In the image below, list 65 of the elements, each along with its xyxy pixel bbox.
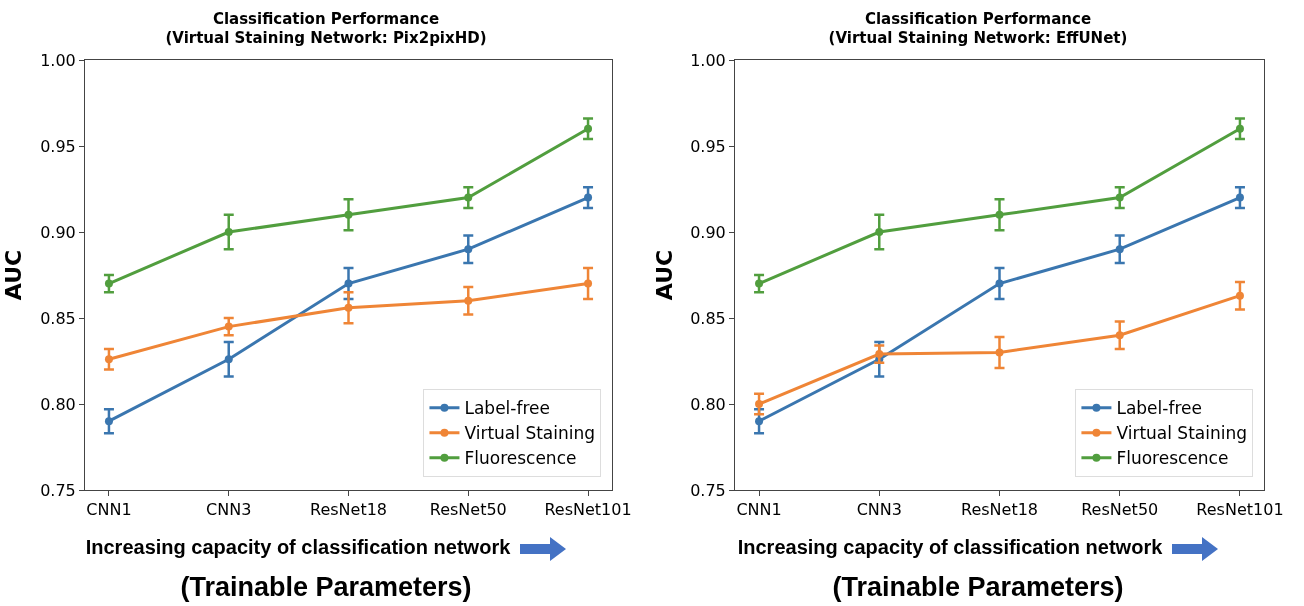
x-tick-label: ResNet50 bbox=[429, 500, 507, 520]
y-tick-label: 1.00 bbox=[690, 50, 726, 70]
y-tick-label: 0.75 bbox=[690, 480, 726, 500]
point bbox=[875, 350, 884, 359]
y-tick-label: 1.00 bbox=[40, 50, 76, 70]
point bbox=[464, 193, 473, 202]
point bbox=[1115, 193, 1124, 202]
y-tick-label: 0.75 bbox=[40, 480, 76, 500]
y-tick-label: 0.80 bbox=[690, 394, 726, 414]
point bbox=[224, 322, 233, 331]
point bbox=[995, 348, 1004, 357]
point bbox=[464, 245, 473, 254]
y-tick-label: 0.95 bbox=[690, 136, 726, 156]
point bbox=[755, 279, 764, 288]
point bbox=[584, 124, 593, 133]
point bbox=[224, 228, 233, 236]
point bbox=[755, 417, 764, 426]
chart-title: Classification Performance (Virtual Staining Network: Pix2pixHD) bbox=[165, 9, 487, 48]
legend-label: Fluorescence bbox=[464, 448, 577, 469]
x-tick-label: CNN1 bbox=[736, 500, 782, 520]
y-tick-label: 0.90 bbox=[690, 222, 726, 242]
point bbox=[464, 296, 473, 305]
y-axis-title: AUC bbox=[652, 249, 677, 301]
x-tick-label: CNN1 bbox=[86, 500, 132, 520]
point bbox=[1115, 331, 1124, 340]
chart-title: Classification Performance (Virtual Staining Network: EffUNet) bbox=[828, 9, 1128, 48]
y-tick-label: 0.95 bbox=[40, 136, 76, 156]
point bbox=[344, 279, 353, 288]
x-tick-label: CNN3 bbox=[856, 500, 902, 520]
y-tick-label: 0.85 bbox=[690, 308, 726, 328]
point bbox=[875, 228, 884, 236]
y-tick-label: 0.90 bbox=[40, 222, 76, 242]
point bbox=[584, 279, 593, 288]
y-tick-label: 0.80 bbox=[40, 394, 76, 414]
point bbox=[1115, 245, 1124, 254]
point bbox=[1235, 291, 1244, 300]
point bbox=[1235, 193, 1244, 202]
point bbox=[104, 417, 113, 426]
point bbox=[104, 279, 113, 288]
point bbox=[584, 193, 593, 202]
point bbox=[755, 400, 764, 408]
y-axis-title: AUC bbox=[0, 249, 26, 301]
x-tick-label: ResNet18 bbox=[960, 500, 1039, 520]
x-tick-label: ResNet18 bbox=[309, 500, 388, 520]
x-tick-label: CNN3 bbox=[206, 500, 252, 520]
point bbox=[104, 355, 113, 364]
point bbox=[995, 279, 1004, 288]
x-tick-label: ResNet101 bbox=[1196, 500, 1284, 520]
legend-label: Virtual Staining bbox=[464, 423, 596, 444]
y-tick-label: 0.85 bbox=[40, 308, 76, 328]
text: (Trainable Parameters) bbox=[180, 572, 472, 602]
point bbox=[344, 210, 353, 219]
point bbox=[344, 303, 353, 312]
text: Increasing capacity of classification network bbox=[85, 536, 511, 558]
legend-label: Fluorescence bbox=[1116, 448, 1229, 469]
legend-label: Virtual Staining bbox=[1116, 423, 1248, 444]
text: (Trainable Parameters) bbox=[832, 572, 1124, 602]
legend-label: Label-free bbox=[464, 398, 550, 419]
legend-label: Label-free bbox=[1116, 398, 1202, 419]
text: Increasing capacity of classification network bbox=[737, 536, 1163, 558]
point bbox=[1235, 124, 1244, 133]
x-tick-label: ResNet101 bbox=[544, 500, 632, 520]
point bbox=[224, 355, 233, 364]
x-tick-label: ResNet50 bbox=[1081, 500, 1159, 520]
point bbox=[995, 210, 1004, 219]
